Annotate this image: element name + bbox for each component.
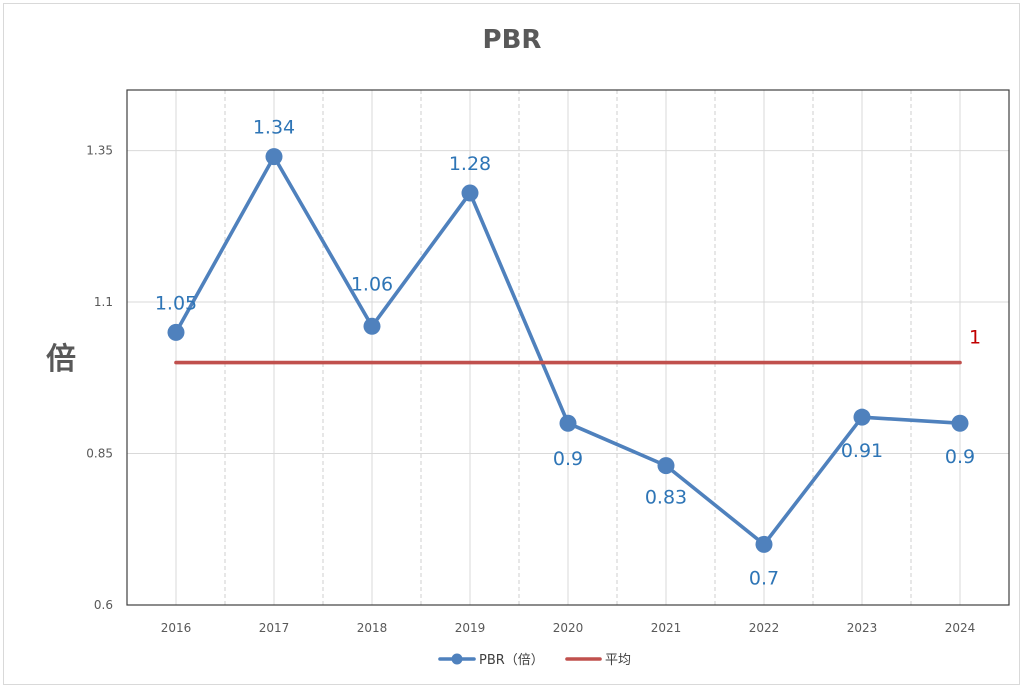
x-tick-label: 2023 <box>847 621 878 635</box>
pbr-data-label: 0.83 <box>645 487 687 509</box>
x-tick-label: 2019 <box>455 621 486 635</box>
y-axis-label: 倍 <box>46 342 76 377</box>
axis-tick-labels: 0.6 0.85 1.1 1.35 2016 2017 2018 2019 2020 2021 20… <box>86 144 975 635</box>
pbr-point-2020 <box>559 414 577 432</box>
x-tick-label: 2024 <box>945 621 976 635</box>
y-tick-label: 1.1 <box>94 295 113 309</box>
pbr-data-label: 1.34 <box>253 117 295 139</box>
gridlines <box>127 90 1009 605</box>
pbr-point-2016 <box>167 323 185 341</box>
legend-label-average: 平均 <box>605 653 631 668</box>
pbr-data-label: 1.05 <box>155 292 197 314</box>
plot-area-frame <box>126 89 1010 606</box>
legend-item-average: 平均 <box>565 653 631 668</box>
pbr-point-2024 <box>951 414 969 432</box>
average-end-label: 1 <box>969 327 981 349</box>
x-tick-label: 2021 <box>651 621 682 635</box>
x-tick-label: 2017 <box>259 621 290 635</box>
legend: PBR（倍） 平均 <box>438 653 631 668</box>
pbr-data-label: 0.9 <box>553 448 583 470</box>
y-tick-label: 1.35 <box>86 144 113 158</box>
x-tick-label: 2020 <box>553 621 584 635</box>
pbr-point-2017 <box>265 148 283 166</box>
pbr-point-2023 <box>853 408 871 426</box>
pbr-point-2022 <box>755 535 773 553</box>
y-tick-label: 0.85 <box>86 447 113 461</box>
pbr-data-label: 0.91 <box>841 440 883 462</box>
series <box>167 148 969 553</box>
x-tick-label: 2016 <box>161 621 192 635</box>
legend-label-pbr: PBR（倍） <box>479 653 544 668</box>
pbr-data-label: 0.9 <box>945 446 975 468</box>
legend-marker-pbr <box>451 653 463 665</box>
x-tick-label: 2022 <box>749 621 780 635</box>
chart-title: PBR <box>483 25 542 55</box>
y-tick-label: 0.6 <box>94 598 113 612</box>
pbr-data-label: 0.7 <box>749 567 779 589</box>
data-labels: 1.051.341.061.280.90.830.70.91 0.91 <box>155 117 981 590</box>
chart-area-border <box>3 3 1020 685</box>
pbr-point-2018 <box>363 317 381 335</box>
legend-item-pbr: PBR（倍） <box>438 653 544 668</box>
pbr-point-2019 <box>461 184 479 202</box>
pbr-data-label: 1.06 <box>351 273 393 295</box>
pbr-data-label: 1.28 <box>449 153 491 175</box>
pbr-point-2021 <box>657 457 675 475</box>
x-tick-label: 2018 <box>357 621 388 635</box>
